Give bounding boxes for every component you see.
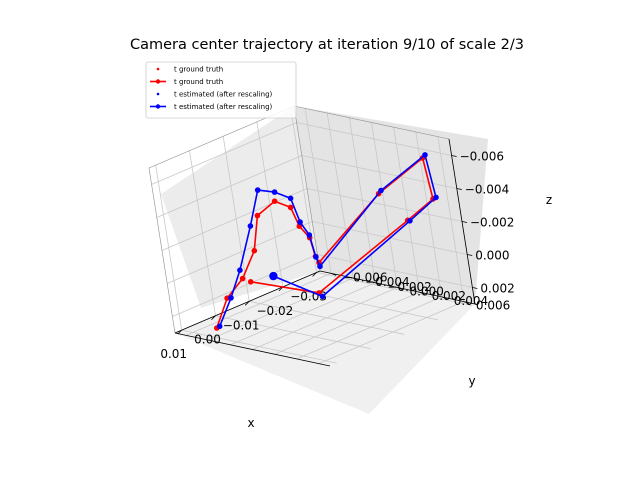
x-tick-label: −0.01 [223,318,260,332]
x-tick-mark [312,272,317,277]
y-tick-label: 0.006 [476,299,510,313]
pane-edge [148,167,176,334]
series-point-1 [317,263,323,270]
y-tick-mark [463,301,470,304]
y-tick-label: 0.004 [454,294,488,308]
y-tick-mark [441,296,447,300]
x-axis-line-front [174,270,321,334]
pane-yz-back [294,106,488,304]
legend-marker [156,67,160,71]
grid-line-z-ypane [317,254,473,288]
z-tick-label: 0.002 [480,282,514,296]
legend-frame [145,61,297,119]
series-point-1 [254,187,261,193]
series-point-1 [306,232,313,238]
x-tick-mark [211,315,216,320]
legend: t ground truth t ground truth t estimated … [145,61,297,119]
y-tick-label: −0.002 [387,280,431,294]
series-point-0 [251,247,258,254]
grid-line-z-xpane [156,155,302,218]
series-point-1 [313,254,319,260]
legend-label: t estimated (after rescaling) [174,91,273,99]
legend-marker [156,92,160,96]
grid-line-y-floor [252,287,398,350]
y-tick-mark [375,282,381,286]
grid-line-y-floor [185,273,332,336]
x-tick-label: 0.00 [194,333,221,347]
pane-edge [293,105,321,272]
y-axis-label: y [468,374,475,388]
legend-marker [155,79,161,84]
chart-title: Camera center trajectory at iteration 9/… [130,37,524,53]
legend-label: t ground truth [174,78,223,86]
x-axis-line [174,332,331,367]
x-tick-mark [244,301,250,306]
pane-edge [293,105,450,140]
series-point-1 [407,218,413,224]
y-tick-mark [330,273,337,276]
legend-label: t estimated (after rescaling) [174,103,273,111]
tick-marks [177,155,478,335]
y-tick-label: 0.000 [410,285,444,299]
series-point-1 [297,219,303,225]
z-tick-mark [451,155,457,157]
grid-line-y-floor [274,291,420,355]
y-tick-mark [397,287,403,290]
series-point-0 [239,275,246,282]
z-tick-label: −0.006 [460,150,504,164]
legend-label: t ground truth [174,66,223,74]
grid-line-z-ypane [296,122,452,156]
z-tick-label: −0.002 [470,216,514,230]
x-tick-label: −0.02 [257,304,294,318]
series-point-1 [228,295,234,301]
x-tick-label: 0.01 [160,347,187,361]
series-point-1 [433,194,439,201]
grid-line-z-xpane [172,254,318,317]
z-tick-label: 0.000 [475,249,509,263]
x-axis-label: x [247,416,254,430]
legend-marker [155,104,161,109]
series-point-1 [237,267,243,274]
y-tick-mark [353,277,359,281]
z-tick-mark [472,287,478,289]
series-point-1 [216,323,223,330]
grid-line-z-ypane [301,155,457,189]
series-end-marker [269,271,278,281]
z-tick-mark [456,188,462,190]
series-point-1 [422,152,428,158]
z-tick-label: −0.004 [465,183,509,197]
grid-line-z-xpane [151,122,297,185]
grid-line-z-xpane [161,188,308,251]
pane-floor [175,271,475,414]
grid-line-y-floor [230,282,376,346]
y-tick-mark [419,291,425,295]
grid-line-z-ypane [306,188,463,222]
series-point-1 [287,195,294,202]
grid-line-y-floor [296,296,442,360]
plot-area [214,152,439,331]
grid-line-y-floor [208,277,354,341]
series-point-1 [247,223,254,229]
y-tick-label: −0.006 [343,270,387,284]
z-axis-label: z [546,193,552,207]
series-point-0 [287,204,294,211]
y-tick-label: 0.002 [432,289,466,303]
series-point-0 [254,212,261,219]
grid-line-y-floor [318,301,465,364]
series-point-0 [271,198,278,204]
series-point-1 [271,189,278,195]
x-tick-mark [177,329,182,335]
series-point-1 [378,187,384,194]
series-point-0 [247,279,254,285]
grid-line-z-xpane [167,221,313,284]
pane-xz-back [161,106,320,308]
z-tick-mark [461,221,468,223]
z-tick-mark [467,254,473,256]
series-point-1 [319,293,326,300]
y-tick-label: −0.004 [365,275,409,289]
